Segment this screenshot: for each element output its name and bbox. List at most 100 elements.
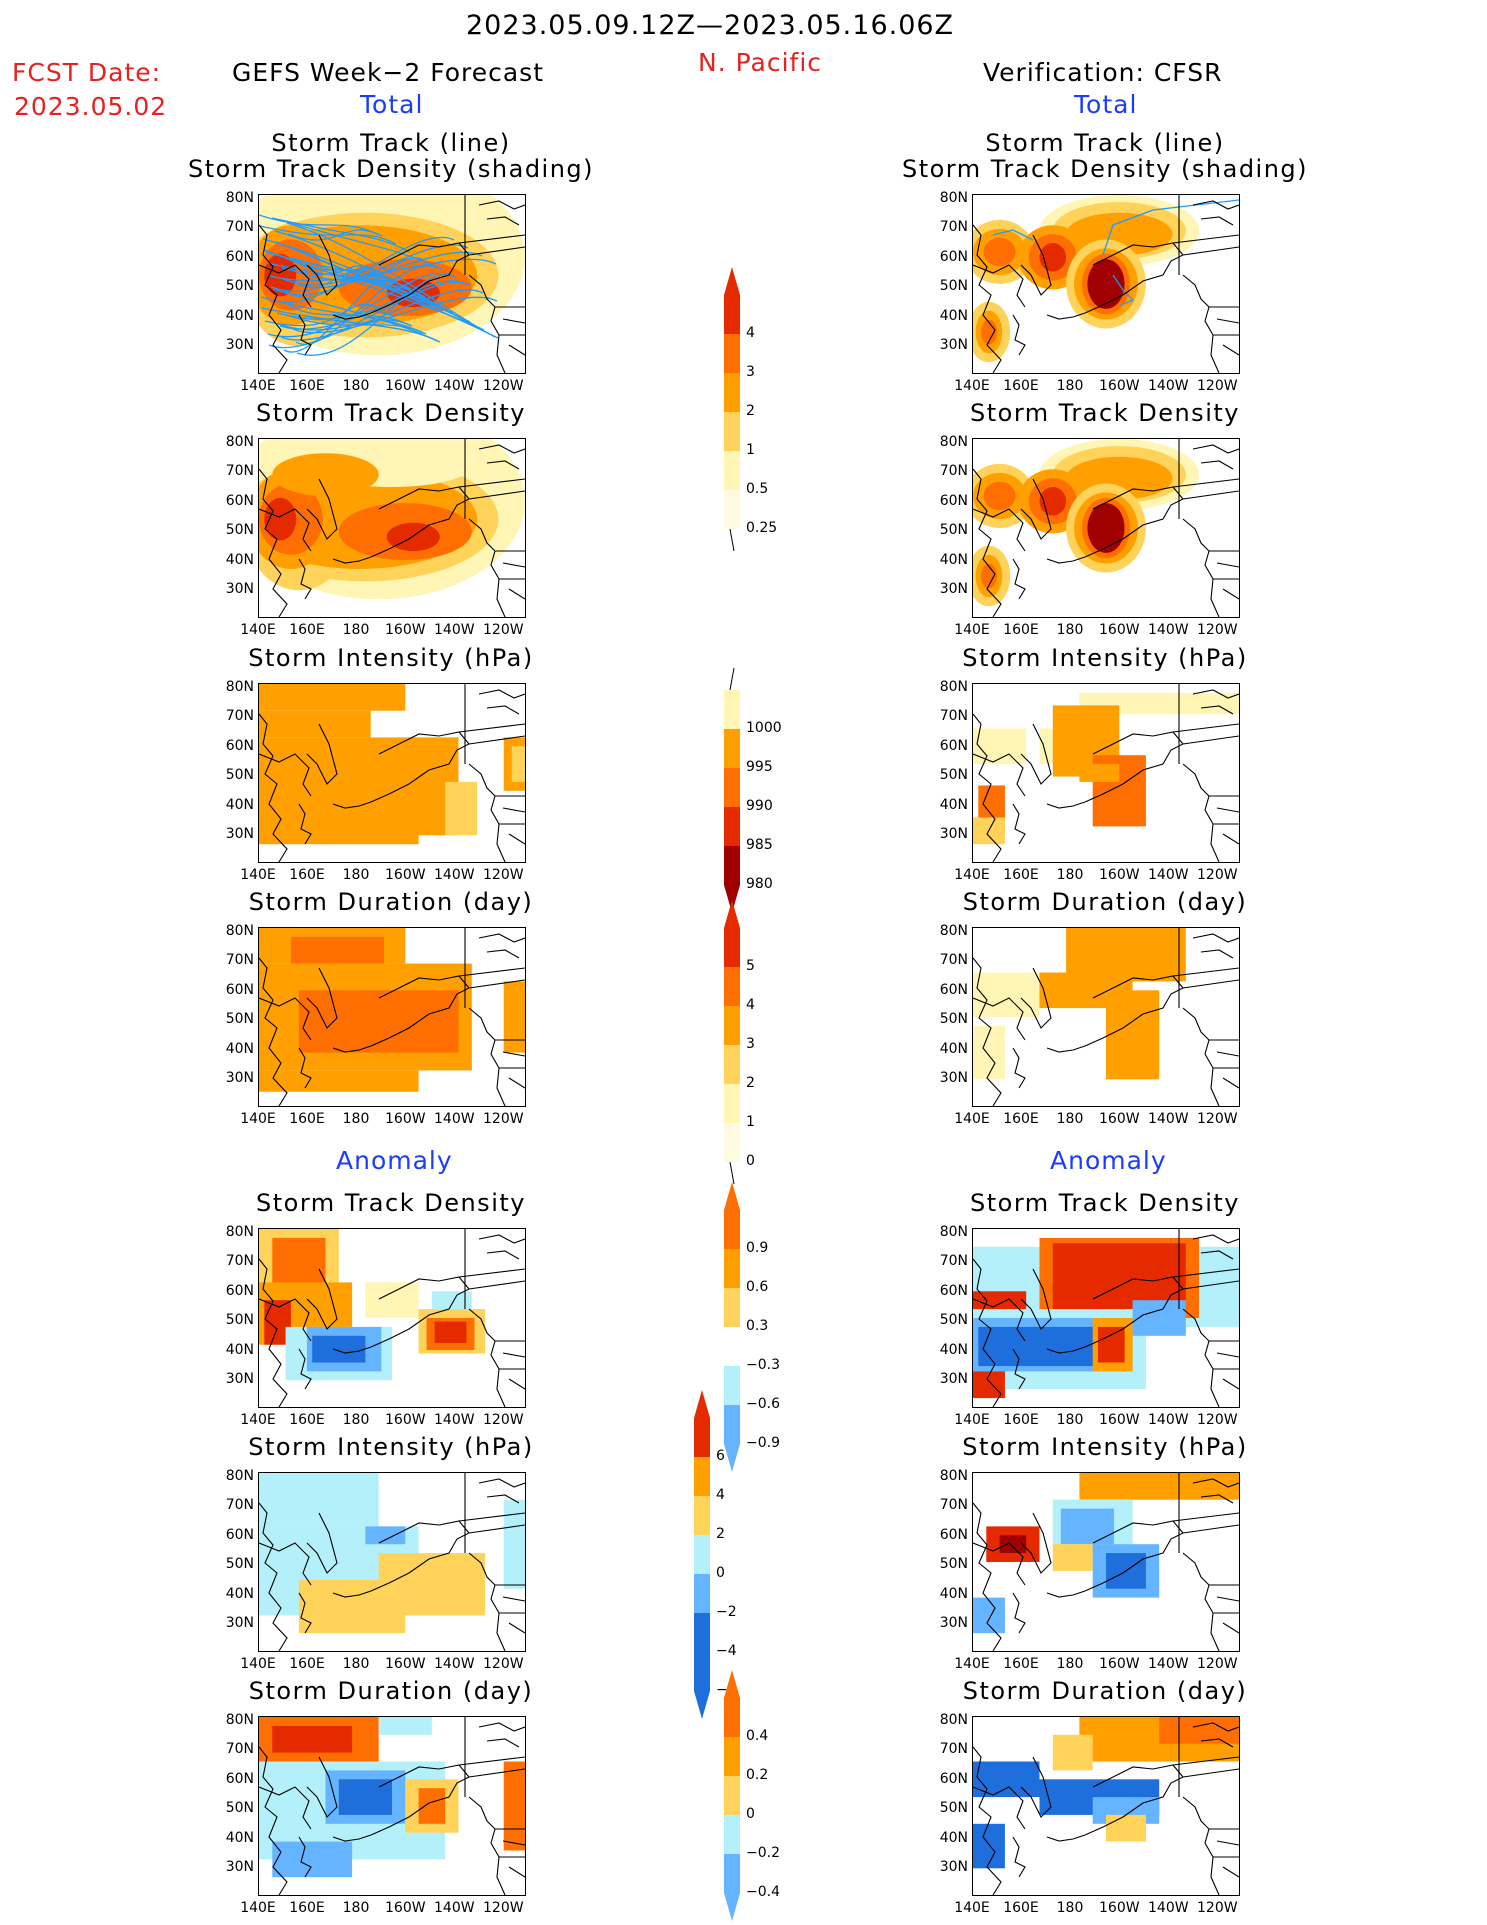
colorbar-label: −0.9 bbox=[746, 1435, 780, 1451]
colorbar-label: 4 bbox=[746, 997, 755, 1013]
colorbar-label: 5 bbox=[746, 958, 755, 974]
lat-tick-label: 40N bbox=[225, 1829, 254, 1846]
colorbar-arrow-top bbox=[724, 1182, 740, 1210]
colorbar-segment bbox=[724, 373, 740, 412]
lon-tick-label: 140E bbox=[954, 1412, 990, 1428]
map-canvas bbox=[973, 684, 1239, 862]
lon-tick-label: 160W bbox=[1099, 1412, 1140, 1428]
lat-tick-label: 70N bbox=[225, 219, 254, 236]
lat-tick-label: 80N bbox=[939, 679, 968, 695]
lon-tick-label: 120W bbox=[483, 1111, 524, 1127]
lat-tick-label: 40N bbox=[225, 1585, 254, 1602]
lat-tick-label: 30N bbox=[939, 826, 968, 842]
map-canvas bbox=[259, 195, 525, 373]
lat-tick-label: 70N bbox=[939, 1741, 968, 1758]
lat-tick-label: 30N bbox=[225, 1371, 254, 1387]
lat-tick-label: 50N bbox=[939, 1556, 968, 1573]
lon-tick-label: 160E bbox=[289, 1656, 325, 1672]
shading-region bbox=[386, 522, 440, 552]
shading-region bbox=[1106, 1814, 1146, 1842]
lat-tick-label: 40N bbox=[939, 551, 968, 568]
colorbar-label: 0.3 bbox=[746, 1318, 769, 1334]
colorbar-segment bbox=[724, 1210, 740, 1249]
lon-tick-label: 120W bbox=[1197, 378, 1238, 394]
colorbar-segment bbox=[724, 1698, 740, 1737]
lat-tick-label: 50N bbox=[939, 522, 968, 539]
shading-region bbox=[1060, 1508, 1114, 1545]
lon-tick-label: 140E bbox=[954, 1900, 990, 1916]
colorbar-label: 990 bbox=[746, 798, 773, 814]
shading-region bbox=[272, 1841, 353, 1878]
shading-region bbox=[378, 1717, 432, 1735]
lat-tick-label: 70N bbox=[225, 1497, 254, 1514]
lat-tick-label: 50N bbox=[225, 278, 254, 295]
colorbar-segment bbox=[724, 967, 740, 1006]
colorbar-segment bbox=[724, 690, 740, 729]
lat-tick-label: 70N bbox=[225, 1741, 254, 1758]
lon-tick-label: 140W bbox=[1148, 1900, 1189, 1916]
colorbar-label: 4 bbox=[746, 325, 755, 341]
colorbar-segment bbox=[724, 295, 740, 334]
lon-tick-label: 140W bbox=[434, 622, 475, 638]
lat-tick-label: 50N bbox=[225, 1800, 254, 1817]
lon-tick-label: 160W bbox=[1099, 867, 1140, 883]
lat-tick-label: 70N bbox=[939, 952, 968, 969]
lat-tick-label: 50N bbox=[939, 1312, 968, 1329]
colorbar-segment bbox=[694, 1613, 710, 1652]
colorbar-intensity bbox=[724, 667, 740, 913]
lat-tick-label: 30N bbox=[939, 1371, 968, 1387]
lat-tick-label: 30N bbox=[225, 1070, 254, 1086]
shading-region bbox=[1052, 1544, 1093, 1571]
lat-tick-label: 30N bbox=[939, 581, 968, 597]
map-panel-forecast bbox=[258, 1228, 526, 1408]
lon-tick-label: 160W bbox=[385, 1900, 426, 1916]
lat-tick-label: 60N bbox=[939, 1526, 968, 1543]
colorbar-arrow-top bbox=[724, 267, 740, 295]
lat-tick-label: 40N bbox=[225, 551, 254, 568]
lat-tick-label: 30N bbox=[225, 826, 254, 842]
colorbar-segment bbox=[724, 1854, 740, 1893]
coastline-outline bbox=[973, 684, 1239, 862]
map-canvas bbox=[973, 928, 1239, 1106]
lon-tick-label: 160E bbox=[289, 1111, 325, 1127]
colorbar-segment bbox=[694, 1535, 710, 1574]
lon-tick-label: 120W bbox=[483, 378, 524, 394]
lat-tick-label: 30N bbox=[939, 1859, 968, 1875]
colorbar-arrow-top bbox=[724, 1670, 740, 1698]
panel-title: Storm Track Density bbox=[256, 1189, 526, 1217]
period-title: 2023.05.09.12Z—2023.05.16.06Z bbox=[466, 10, 955, 41]
colorbar-label: −0.6 bbox=[746, 1396, 780, 1412]
colorbar-arrow-bottom bbox=[724, 885, 740, 913]
lon-tick-label: 180 bbox=[1056, 867, 1084, 883]
right-anomaly-label: Anomaly bbox=[1050, 1146, 1167, 1175]
lon-tick-label: 180 bbox=[342, 867, 370, 883]
lon-tick-label: 160E bbox=[289, 1900, 325, 1916]
lat-tick-label: 60N bbox=[939, 737, 968, 754]
map-panel-verification bbox=[972, 438, 1240, 618]
lat-tick-label: 40N bbox=[225, 307, 254, 324]
fcst-date-label: FCST Date: bbox=[12, 58, 162, 87]
lat-tick-label: 80N bbox=[225, 679, 254, 695]
colorbar-label: 0.4 bbox=[746, 1728, 769, 1744]
coastline-outline bbox=[973, 1229, 1239, 1407]
lat-tick-label: 50N bbox=[225, 1312, 254, 1329]
colorbar-segment bbox=[724, 846, 740, 885]
lat-tick-label: 30N bbox=[225, 581, 254, 597]
map-canvas bbox=[259, 684, 525, 862]
left-total-label: Total bbox=[360, 90, 424, 119]
shading-region bbox=[259, 1070, 419, 1092]
lon-tick-label: 140E bbox=[954, 378, 990, 394]
lon-tick-label: 140W bbox=[1148, 1111, 1189, 1127]
panel-title: Storm Track (line) bbox=[985, 129, 1225, 157]
shading-region bbox=[503, 1499, 525, 1589]
lat-tick-label: 30N bbox=[939, 1070, 968, 1086]
right-column-title: Verification: CFSR bbox=[983, 58, 1223, 87]
map-canvas bbox=[259, 439, 525, 617]
lon-tick-label: 180 bbox=[342, 1111, 370, 1127]
colorbar-intensity-anomaly bbox=[694, 1390, 710, 1719]
lon-tick-label: 120W bbox=[1197, 867, 1238, 883]
colorbar-label: 1000 bbox=[746, 720, 782, 736]
lon-tick-label: 160W bbox=[1099, 1900, 1140, 1916]
map-panel-verification bbox=[972, 1228, 1240, 1408]
lon-tick-label: 140W bbox=[434, 378, 475, 394]
